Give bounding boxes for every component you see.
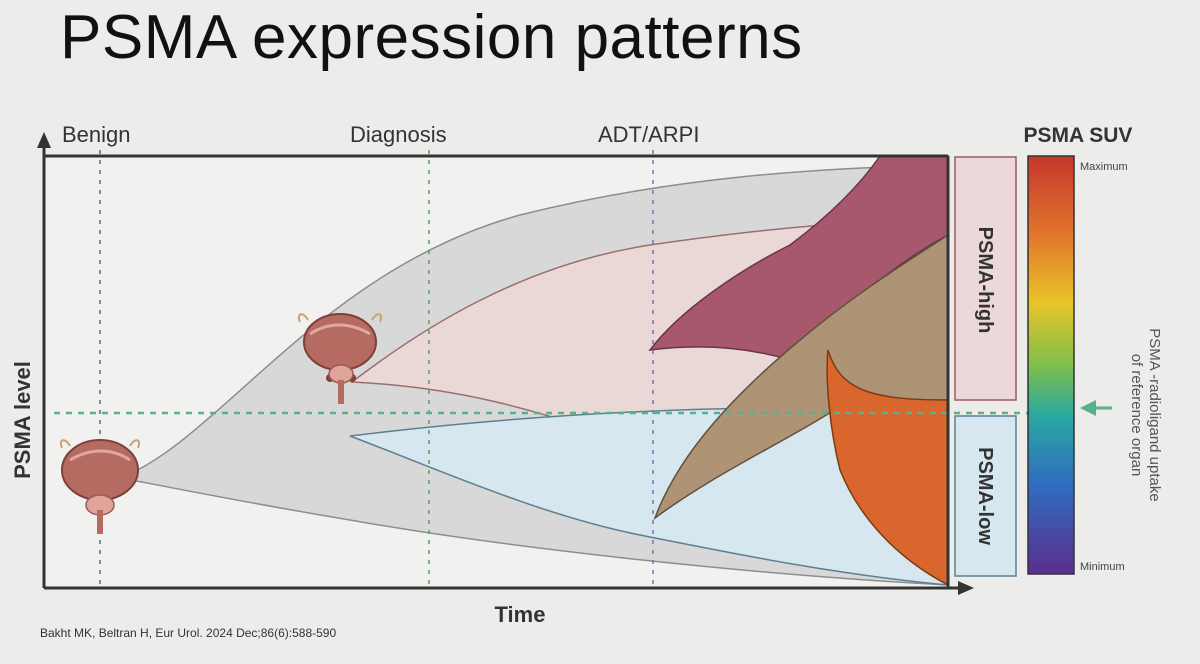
psma-high-label: PSMA-high: [974, 227, 996, 334]
suv-colorbar: [1027, 155, 1075, 575]
diagnosis-prostate-icon: [298, 313, 382, 404]
colorbar-min-label: Minimum: [1080, 561, 1125, 573]
colorbar-max-label: Maximum: [1080, 161, 1128, 173]
tan-region: [653, 233, 949, 521]
psma-low-label: PSMA-low: [974, 447, 996, 545]
x-axis-title: Time: [495, 602, 546, 627]
colorbar-title: PSMA SUV: [1024, 124, 1133, 147]
phase-label-diagnosis: Diagnosis: [350, 122, 447, 147]
citation: Bakht MK, Beltran H, Eur Urol. 2024 Dec;…: [40, 626, 337, 640]
phase-label-adt-arpi: ADT/ARPI: [598, 122, 699, 147]
blue-branch: [349, 407, 949, 586]
colorbar-description-line1: PSMA -radioligand uptake: [1146, 328, 1163, 501]
psma-high-box: [954, 156, 1017, 401]
benign-prostate-icon: [60, 439, 140, 534]
colorbar-description-line2: of reference organ: [1128, 354, 1145, 477]
psma-low-box: [954, 415, 1017, 577]
y-axis-title: PSMA level: [10, 361, 35, 479]
slide-title: PSMA expression patterns: [60, 3, 803, 72]
x-axis-arrow: [958, 581, 974, 595]
threshold-arrow-icon: [1080, 400, 1096, 416]
phase-label-benign: Benign: [62, 122, 131, 147]
y-axis-arrow: [37, 132, 51, 148]
orange-region: [826, 349, 949, 587]
